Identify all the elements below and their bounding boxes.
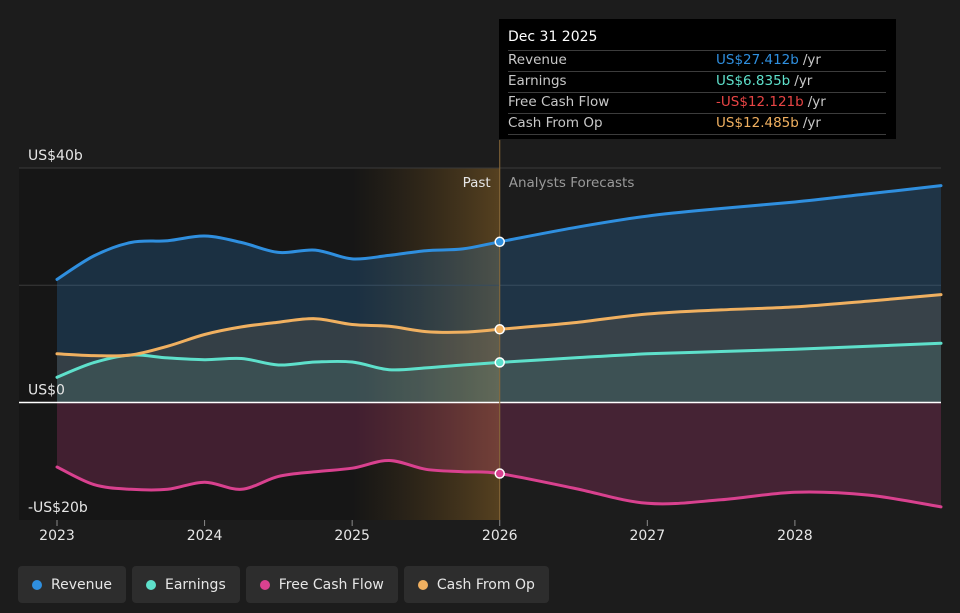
forecast-label: Analysts Forecasts bbox=[509, 175, 635, 191]
tooltip-date: Dec 31 2025 bbox=[508, 29, 598, 45]
x-tick-label: 2025 bbox=[334, 528, 370, 544]
y-axis-label: US$40b bbox=[28, 148, 83, 164]
y-axis-label: -US$20b bbox=[28, 500, 88, 516]
x-tick-label: 2027 bbox=[629, 528, 665, 544]
tooltip-label: Revenue bbox=[508, 52, 567, 68]
legend-dot-icon bbox=[32, 579, 42, 590]
tooltip-label: Free Cash Flow bbox=[508, 94, 610, 110]
revenue-marker bbox=[494, 236, 505, 248]
earnings-line bbox=[55, 341, 943, 379]
y-axis-label: US$0 bbox=[28, 383, 65, 399]
legend-dot-icon bbox=[417, 579, 428, 590]
earnings-area bbox=[57, 343, 941, 403]
free-cash-flow-area bbox=[57, 402, 941, 507]
free-cash-flow-marker bbox=[494, 468, 505, 479]
x-tick-label: 2024 bbox=[187, 528, 223, 544]
tooltip-value: US$6.835b bbox=[716, 73, 791, 89]
financials-chart: US$40b US$0 -US$20b Past Analysts Forecasts 2… bbox=[19, 140, 943, 544]
legend-item-earnings[interactable]: Earnings bbox=[131, 566, 240, 603]
revenue-line bbox=[55, 184, 943, 281]
tooltip-row-free-cash-flow: Free Cash Flow -US$12.121b /yr bbox=[508, 92, 886, 113]
legend-dot-icon bbox=[259, 579, 270, 590]
tooltip-row-revenue: Revenue US$27.412b /yr bbox=[508, 50, 886, 71]
tooltip-value: US$12.485b bbox=[716, 115, 799, 131]
legend-item-revenue[interactable]: Revenue bbox=[18, 566, 126, 603]
legend-label: Revenue bbox=[51, 576, 112, 593]
tooltip-row-cash-from-op: Cash From Op US$12.485b /yr bbox=[508, 113, 886, 135]
cash-from-op-area bbox=[57, 294, 941, 403]
past-label: Past bbox=[463, 175, 491, 191]
tooltip-unit: /yr bbox=[802, 52, 821, 68]
revenue-area bbox=[57, 185, 941, 403]
tooltip-unit: /yr bbox=[794, 73, 813, 89]
chart-legend: Revenue Earnings Free Cash Flow Cash Fro… bbox=[18, 566, 549, 603]
tooltip-label: Earnings bbox=[508, 73, 567, 89]
free-cash-flow-line bbox=[55, 458, 943, 509]
tooltip-unit: /yr bbox=[807, 94, 826, 110]
cash-from-op-line bbox=[55, 293, 943, 358]
tooltip-value: -US$12.121b bbox=[716, 94, 804, 110]
legend-item-free-cash-flow[interactable]: Free Cash Flow bbox=[245, 566, 398, 603]
tooltip-row-earnings: Earnings US$6.835b /yr bbox=[508, 71, 886, 92]
legend-label: Earnings bbox=[164, 576, 226, 593]
legend-label: Free Cash Flow bbox=[278, 576, 384, 593]
x-tick-label: 2026 bbox=[482, 528, 518, 544]
tooltip-value: US$27.412b bbox=[716, 52, 799, 68]
legend-label: Cash From Op bbox=[436, 576, 535, 593]
cash-from-op-marker bbox=[494, 324, 505, 335]
legend-dot-icon bbox=[145, 579, 156, 590]
legend-item-cash-from-op[interactable]: Cash From Op bbox=[403, 566, 549, 603]
earnings-marker bbox=[494, 357, 505, 368]
hover-tooltip: Dec 31 2025 Revenue US$27.412b /yr Earni… bbox=[499, 19, 896, 139]
x-tick-label: 2028 bbox=[777, 528, 813, 544]
tooltip-unit: /yr bbox=[802, 115, 821, 131]
x-tick-label: 2023 bbox=[39, 528, 75, 544]
tooltip-label: Cash From Op bbox=[508, 115, 603, 131]
